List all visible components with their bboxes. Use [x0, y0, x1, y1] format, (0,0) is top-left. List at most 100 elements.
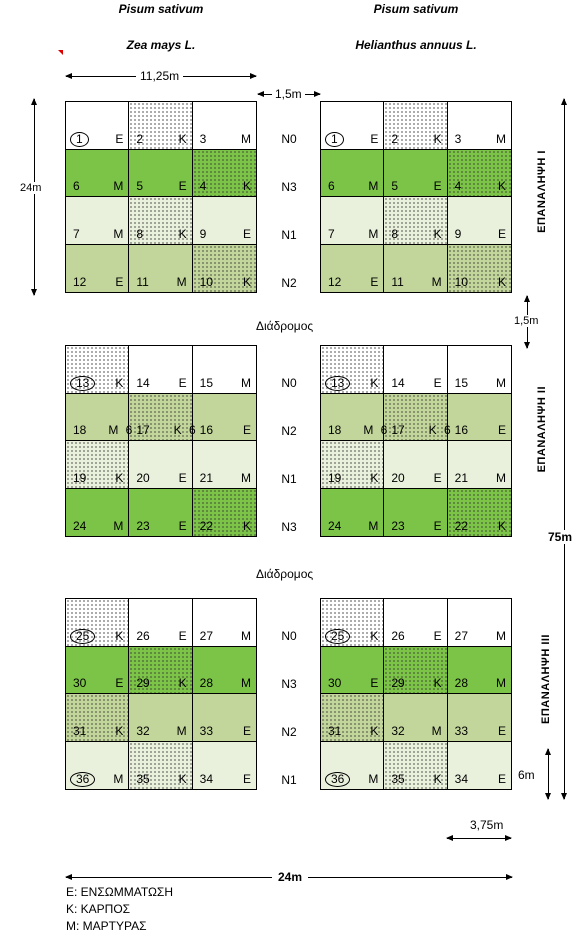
nitrogen-level-label: N1 — [281, 472, 297, 486]
plot-cell: 13 Κ — [66, 346, 130, 394]
treatment-code: Ε — [370, 676, 379, 690]
treatment-code: Ε — [497, 772, 506, 786]
plot-number: 32 — [136, 723, 150, 738]
plot-cell: 11 Μ — [129, 244, 193, 292]
plot-cell: 29 Κ — [384, 646, 448, 694]
plot-cell: 34 Ε — [192, 741, 256, 789]
replication-label-1: ΕΠΑΝΑΛΗΨΗ I — [536, 150, 548, 233]
plot-number: 18 — [328, 423, 342, 437]
plot-number: 23 — [136, 519, 150, 533]
cell-height-label: 6m — [518, 768, 535, 782]
legend-m: Μ: ΜΑΡΤΥΡΑΣ — [66, 919, 147, 933]
plot-number: 10 — [454, 275, 469, 289]
treatment-code: Κ — [370, 723, 379, 738]
plot-number: 5 — [391, 179, 399, 193]
treatment-code: Ε — [115, 131, 124, 146]
plot-cell: 20 Ε — [129, 441, 193, 489]
extra-mark: 6 — [188, 423, 196, 437]
plot-block-1-right: 1 Ε 2 Κ 3 Μ 6 Μ 5 Ε 4 Κ 7 Μ 8 Κ 9 Ε 12 Ε 11 Μ 10 Κ — [320, 101, 512, 293]
treatment-code: Μ — [495, 470, 506, 485]
plot-number: 26 — [391, 628, 405, 643]
plot-number: 16 — [454, 423, 469, 437]
plot-number: 32 — [391, 723, 405, 738]
treatment-code: Μ — [431, 275, 442, 289]
plot-cell: 13 Κ — [321, 346, 385, 394]
plot-number: 25 — [325, 628, 351, 644]
nitrogen-level-label: N2 — [281, 725, 297, 739]
block-height-arrow — [31, 98, 37, 296]
plot-number: 15 — [199, 375, 214, 390]
plot-block-3-right: 25 Κ 26 Ε 27 Μ 30 Ε 29 Κ 28 Μ 31 Κ 32 Μ 33 Ε 36 Μ 35 Κ 34 Ε — [320, 598, 512, 790]
plot-number: 8 — [391, 226, 399, 241]
plot-cell: 33 Ε — [192, 694, 256, 742]
plot-cell: 26 Ε — [384, 599, 448, 647]
plot-number: 27 — [199, 628, 214, 643]
nitrogen-level-label: N3 — [281, 520, 297, 534]
treatment-code: Μ — [108, 423, 119, 437]
plot-cell: 21 Μ — [447, 441, 511, 489]
nitrogen-level-label: N1 — [281, 228, 297, 242]
plot-number: 11 — [136, 275, 149, 289]
nitrogen-level-label: N2 — [281, 276, 297, 290]
treatment-code: Μ — [368, 772, 379, 786]
plot-cell: 35 Κ — [384, 741, 448, 789]
legend-e: Ε: ΕΝΣΩΜΜΑΤΩΣΗ — [66, 885, 174, 899]
plot-cell: 20 Ε — [384, 441, 448, 489]
plot-number: 28 — [454, 676, 469, 690]
treatment-code: Ε — [433, 519, 442, 533]
plot-number: 30 — [73, 676, 87, 690]
plot-cell: 25 Κ — [66, 599, 130, 647]
plot-cell: 30 Ε — [321, 646, 385, 694]
plot-number: 24 — [73, 519, 87, 533]
plot-cell: 22 Κ — [192, 488, 256, 536]
treatment-code: Κ — [433, 676, 442, 690]
treatment-code: Κ — [370, 375, 379, 390]
treatment-code: Κ — [428, 423, 437, 437]
treatment-code: Κ — [178, 131, 187, 146]
plot-number: 17 — [391, 423, 405, 437]
plot-cell: 33 Ε — [447, 694, 511, 742]
treatment-code: Μ — [240, 628, 251, 643]
plot-number: 9 — [199, 226, 207, 241]
left-crop-header-2: Zea mays L. — [126, 38, 196, 52]
nitrogen-level-label: N0 — [281, 629, 297, 643]
treatment-code: Κ — [242, 275, 251, 289]
plot-cell: 10 Κ — [447, 244, 511, 292]
nitrogen-level-label: N0 — [281, 132, 297, 146]
treatment-code: Μ — [368, 179, 379, 193]
path-label-1: Διάδρομος — [256, 319, 314, 333]
treatment-code: Ε — [178, 628, 187, 643]
treatment-code: Ε — [242, 772, 251, 786]
plot-cell: 30 Ε — [66, 646, 130, 694]
treatment-code: Κ — [178, 226, 187, 241]
plot-cell: 23 Ε — [384, 488, 448, 536]
plot-block-2-right: 13 Κ 14 Ε 15 Μ 18 Μ 6 17 Κ 6 16 Ε 19 Κ 20 Ε 21 Μ 24 Μ 23 Ε 22 Κ — [320, 345, 512, 537]
plot-number: 14 — [391, 375, 405, 390]
plot-number: 23 — [391, 519, 405, 533]
plot-cell: 12 Ε — [321, 244, 385, 292]
treatment-code: Κ — [497, 519, 506, 533]
treatment-code: Κ — [242, 519, 251, 533]
plot-number: 34 — [454, 772, 469, 786]
plot-cell: 31 Κ — [321, 694, 385, 742]
plot-cell: 21 Μ — [192, 441, 256, 489]
treatment-code: Κ — [115, 470, 124, 485]
total-height-arrow — [561, 98, 567, 800]
replication-label-2: ΕΠΑΝΑΛΗΨΗ II — [536, 386, 548, 473]
plot-number: 2 — [391, 131, 399, 146]
extra-mark: 6 — [443, 423, 451, 437]
plot-block-3-left: 25 Κ 26 Ε 27 Μ 30 Ε 29 Κ 28 Μ 31 Κ 32 Μ 33 Ε 36 Μ 35 Κ 34 Ε — [65, 598, 257, 790]
plot-cell: 27 Μ — [192, 599, 256, 647]
plot-cell: 32 Μ — [384, 694, 448, 742]
plot-cell: 36 Μ — [321, 741, 385, 789]
plot-cell: 31 Κ — [66, 694, 130, 742]
